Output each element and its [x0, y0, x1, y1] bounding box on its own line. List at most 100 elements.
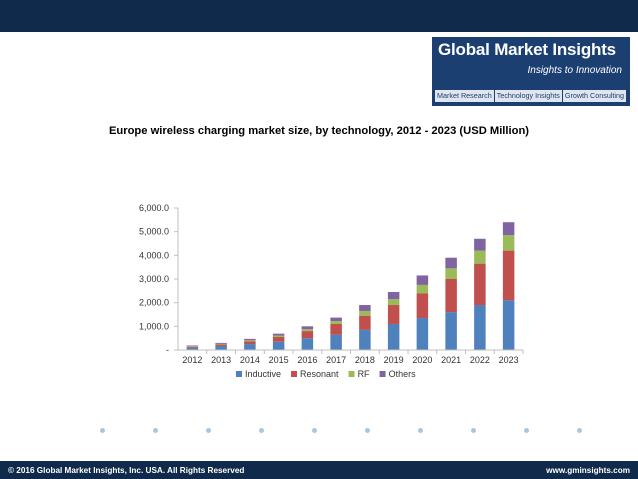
decorative-dot [577, 428, 582, 433]
x-tick-label: 2012 [182, 355, 202, 365]
chart-title: Europe wireless charging market size, by… [108, 125, 530, 137]
bar-segment-resonant-2016 [301, 331, 314, 339]
bar-segment-others-2014 [244, 338, 256, 341]
x-tick-label: 2021 [441, 355, 461, 365]
bar-segment-resonant-2018 [359, 315, 371, 330]
decorative-dot [206, 428, 211, 433]
y-tick-label: 1,000.0 [139, 321, 169, 331]
x-tick-label: 2016 [297, 355, 317, 365]
bar-segment-resonant-2020 [416, 293, 429, 319]
slide-dots [0, 428, 638, 436]
bar-segment-inductive-2020 [416, 318, 429, 350]
x-tick-label: 2018 [355, 355, 375, 365]
bar-segment-resonant-2015 [272, 336, 285, 342]
chart-bars [186, 222, 515, 350]
bar-segment-others-2021 [445, 257, 457, 269]
legend-label-inductive: Inductive [245, 369, 281, 379]
chart-legend: Inductive Resonant RF Others [236, 369, 416, 379]
decorative-dot [100, 428, 105, 433]
footer-bar: © 2016 Global Market Insights, Inc. USA.… [0, 461, 638, 479]
logo-link-market-research: Market Research [435, 90, 495, 102]
legend-swatch-inductive [236, 371, 242, 377]
bar-segment-resonant-2019 [387, 305, 400, 324]
bar-segment-inductive-2013 [215, 345, 227, 350]
bar-segment-others-2019 [387, 292, 400, 300]
bar-segment-inductive-2021 [445, 312, 457, 350]
legend-swatch-rf [348, 371, 355, 377]
bar-segment-rf-2019 [387, 299, 400, 306]
bar-segment-resonant-2022 [474, 263, 486, 306]
top-banner [0, 0, 638, 32]
y-tick-label: - [166, 345, 169, 355]
x-tick-label: 2020 [412, 355, 432, 365]
y-axis: - 1,000.0 2,000.0 3,000.0 4,000.0 5,000.0 6,00… [139, 203, 179, 355]
x-tick-label: 2017 [326, 355, 346, 365]
decorative-dot [312, 428, 317, 433]
bar-segment-resonant-2013 [215, 344, 227, 346]
bar-segment-others-2018 [359, 305, 371, 311]
bar-segment-resonant-2021 [445, 279, 457, 313]
bar-segment-resonant-2023 [502, 250, 515, 301]
bar-segment-rf-2022 [474, 250, 486, 264]
bar-segment-rf-2015 [272, 335, 285, 337]
logo-service-links: Market Research Technology Insights Grow… [435, 90, 626, 102]
x-tick-label: 2013 [211, 355, 231, 365]
bar-segment-inductive-2018 [359, 329, 371, 350]
bar-segment-inductive-2019 [387, 323, 400, 350]
logo-title: Global Market Insights [438, 40, 616, 59]
decorative-dot [524, 428, 529, 433]
x-tick-label: 2014 [240, 355, 260, 365]
bar-segment-others-2020 [416, 275, 429, 285]
legend-label-others: Others [389, 369, 417, 379]
x-tick-label: 2023 [499, 355, 519, 365]
bar-segment-rf-2021 [445, 268, 457, 279]
y-tick-label: 3,000.0 [139, 274, 169, 284]
decorative-dot [259, 428, 264, 433]
bar-segment-rf-2023 [502, 235, 515, 251]
legend-label-rf: RF [358, 369, 370, 379]
bar-segment-others-2017 [330, 317, 342, 322]
bar-segment-inductive-2012 [186, 347, 199, 350]
bar-segment-others-2023 [502, 222, 515, 236]
website-link[interactable]: www.gminsights.com [546, 466, 630, 475]
y-tick-label: 6,000.0 [139, 203, 169, 213]
legend-label-resonant: Resonant [300, 369, 339, 379]
bar-segment-others-2012 [186, 345, 199, 347]
bar-segment-others-2013 [215, 342, 227, 344]
bar-segment-rf-2014 [244, 340, 256, 342]
bar-segment-inductive-2016 [301, 338, 314, 350]
copyright-text: © 2016 Global Market Insights, Inc. USA.… [8, 466, 245, 475]
bar-segment-rf-2016 [301, 329, 314, 332]
stacked-bar-chart: - 1,000.0 2,000.0 3,000.0 4,000.0 5,000.0 6,00… [139, 203, 524, 379]
decorative-dot [418, 428, 423, 433]
bar-segment-inductive-2023 [502, 300, 515, 350]
y-tick-label: 5,000.0 [139, 227, 169, 237]
bar-segment-others-2015 [272, 333, 285, 336]
logo-tagline: Insights to Innovation [527, 65, 622, 76]
bar-segment-resonant-2012 [186, 346, 199, 348]
x-axis: 2012 2013 2014 2015 2016 2017 2018 2019 2020 2021… [178, 349, 524, 365]
company-logo: Global Market Insights Insights to Innov… [432, 37, 630, 106]
bar-segment-inductive-2015 [272, 341, 285, 350]
logo-link-technology-insights: Technology Insights [495, 90, 563, 102]
bar-segment-inductive-2017 [330, 334, 342, 350]
bar-segment-rf-2020 [416, 284, 429, 294]
x-tick-label: 2022 [470, 355, 490, 365]
legend-swatch-others [379, 371, 386, 377]
bar-segment-resonant-2014 [244, 341, 256, 345]
bar-segment-inductive-2022 [474, 305, 486, 350]
y-tick-label: 2,000.0 [139, 298, 169, 308]
bar-segment-rf-2018 [359, 310, 371, 316]
bar-segment-rf-2017 [330, 321, 342, 324]
decorative-dot [153, 428, 158, 433]
bar-segment-others-2016 [301, 326, 314, 330]
logo-link-growth-consulting: Growth Consulting [564, 91, 624, 100]
decorative-dot [365, 428, 370, 433]
bar-segment-others-2022 [474, 238, 486, 251]
bar-segment-inductive-2014 [244, 344, 256, 350]
y-tick-label: 4,000.0 [139, 250, 169, 260]
decorative-dot [471, 428, 476, 433]
legend-swatch-resonant [291, 371, 298, 377]
bar-segment-rf-2013 [215, 343, 227, 345]
x-tick-label: 2015 [269, 355, 289, 365]
